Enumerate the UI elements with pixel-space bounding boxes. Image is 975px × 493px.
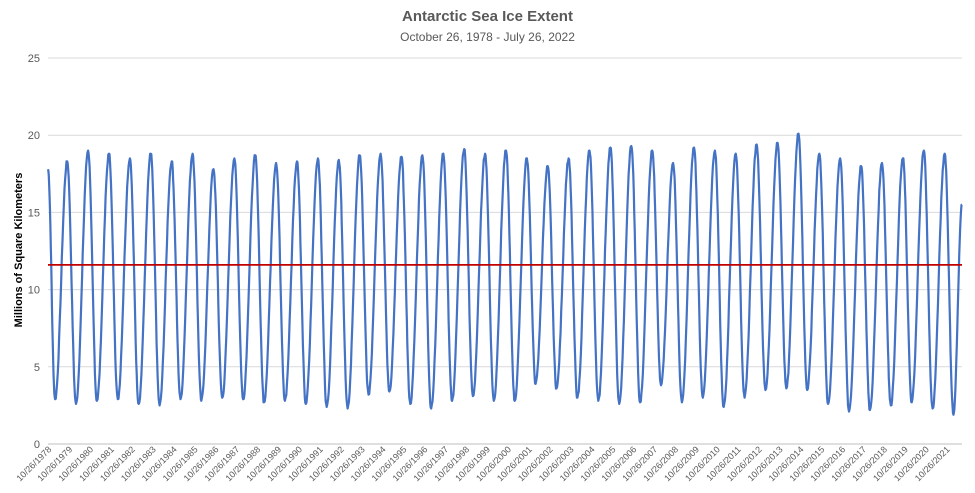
y-tick-label: 20: [28, 130, 40, 142]
y-tick-label: 0: [34, 439, 40, 451]
chart-title: Antarctic Sea Ice Extent: [402, 8, 573, 25]
y-tick-label: 10: [28, 285, 40, 297]
y-tick-label: 15: [28, 207, 40, 219]
chart-subtitle: October 26, 1978 - July 26, 2022: [400, 30, 575, 44]
y-axis-label: Millions of Square Kilometers: [13, 173, 25, 328]
sea-ice-extent-line: [46, 132, 963, 416]
y-tick-label: 5: [34, 362, 40, 374]
y-tick-label: 25: [28, 53, 40, 65]
